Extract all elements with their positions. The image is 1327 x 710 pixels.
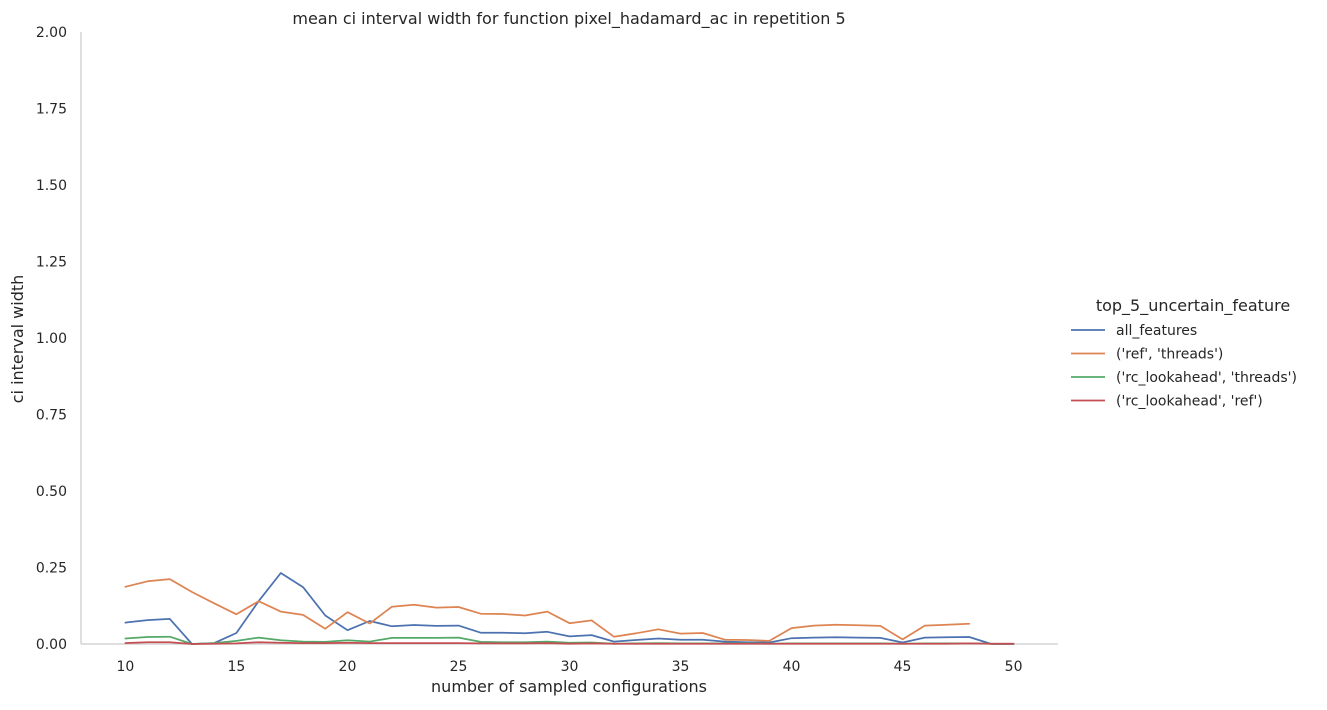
x-tick-label: 25	[450, 659, 468, 675]
y-tick-label: 1.50	[36, 178, 67, 194]
legend-label: all_features	[1116, 323, 1197, 339]
y-tick-labels: 0.00 0.25 0.50 0.75 1.00 1.25 1.50 1.75 2.00	[36, 25, 67, 653]
y-tick-label: 1.25	[36, 255, 67, 271]
y-tick-label: 2.00	[36, 25, 67, 41]
legend-label: ('ref', 'threads')	[1116, 347, 1223, 363]
x-tick-label: 40	[783, 659, 801, 675]
chart-title: mean ci interval width for function pixe…	[292, 9, 845, 29]
y-axis-label: ci interval width	[8, 275, 27, 404]
x-tick-labels: 10 15 20 25 30 35 40 45 50	[116, 659, 1022, 675]
series-line-3	[124, 641, 1015, 645]
legend-label: ('rc_lookahead', 'ref')	[1116, 394, 1263, 410]
x-tick-label: 50	[1005, 659, 1023, 675]
legend-title: top_5_uncertain_feature	[1096, 296, 1290, 316]
legend-items: all_features ('ref', 'threads') ('rc_looka…	[1071, 323, 1297, 410]
x-tick-label: 15	[228, 659, 246, 675]
y-tick-label: 0.50	[36, 484, 67, 500]
legend-label: ('rc_lookahead', 'threads')	[1116, 370, 1297, 386]
x-tick-label: 30	[561, 659, 579, 675]
y-tick-label: 0.25	[36, 561, 67, 577]
series-line-1	[124, 578, 971, 642]
series-lines	[124, 572, 1015, 645]
x-tick-label: 20	[339, 659, 357, 675]
legend: top_5_uncertain_feature all_features ('re…	[1071, 296, 1297, 410]
x-axis-label: number of sampled configurations	[431, 677, 707, 696]
x-tick-label: 35	[672, 659, 690, 675]
series-line-0	[124, 572, 1015, 645]
y-tick-label: 1.75	[36, 102, 67, 118]
x-tick-label: 45	[894, 659, 912, 675]
x-tick-label: 10	[116, 659, 134, 675]
y-tick-label: 0.75	[36, 408, 67, 424]
y-tick-label: 1.00	[36, 331, 67, 347]
y-tick-label: 0.00	[36, 637, 67, 653]
